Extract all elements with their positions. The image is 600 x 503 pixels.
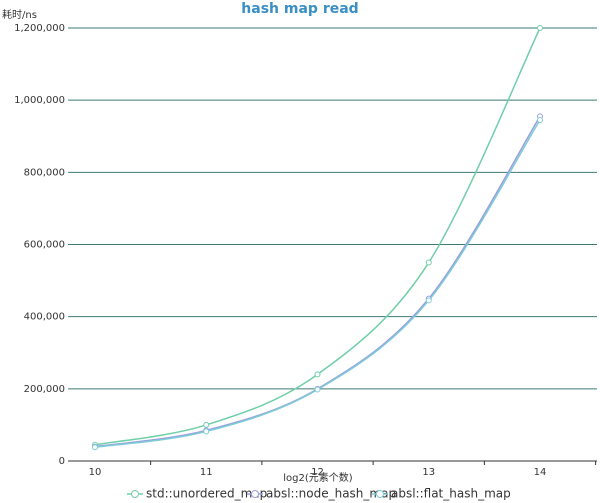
x-tick-label: 10 <box>89 467 102 478</box>
point <box>425 297 432 304</box>
legend-marker <box>131 490 139 498</box>
x-tick-label: 13 <box>422 467 435 478</box>
x-axis-label: log2(元素个数) <box>283 471 353 484</box>
point <box>425 259 432 266</box>
y-axis-label: 耗时/ns <box>2 9 37 21</box>
y-tick-label: 600,000 <box>24 240 65 251</box>
x-tick-label: 14 <box>534 467 547 478</box>
y-tick-label: 200,000 <box>24 384 65 395</box>
legend-label: absl::node_hash_map <box>266 487 396 501</box>
y-tick-label: 1,000,000 <box>14 95 65 106</box>
point <box>314 371 321 378</box>
point <box>537 117 543 124</box>
series-line <box>94 116 541 448</box>
x-tick-label: 12 <box>311 467 324 478</box>
point <box>203 421 210 428</box>
legend-marker <box>376 490 384 498</box>
series-line <box>94 119 541 449</box>
y-tick-label: 800,000 <box>24 167 65 178</box>
chart-title: hash map read <box>241 1 358 17</box>
point <box>203 428 210 435</box>
x-tick-label: 11 <box>200 467 213 478</box>
y-tick-label: 1,200,000 <box>14 23 65 34</box>
legend-label: std::unordered_map <box>146 487 267 501</box>
point <box>314 386 321 393</box>
legend-marker <box>251 490 259 498</box>
y-tick-label: 0 <box>59 456 65 467</box>
legend-label: absl::flat_hash_map <box>391 487 511 501</box>
series-line <box>94 27 541 446</box>
point <box>92 444 98 451</box>
point <box>537 25 543 31</box>
y-tick-label: 400,000 <box>24 312 65 323</box>
